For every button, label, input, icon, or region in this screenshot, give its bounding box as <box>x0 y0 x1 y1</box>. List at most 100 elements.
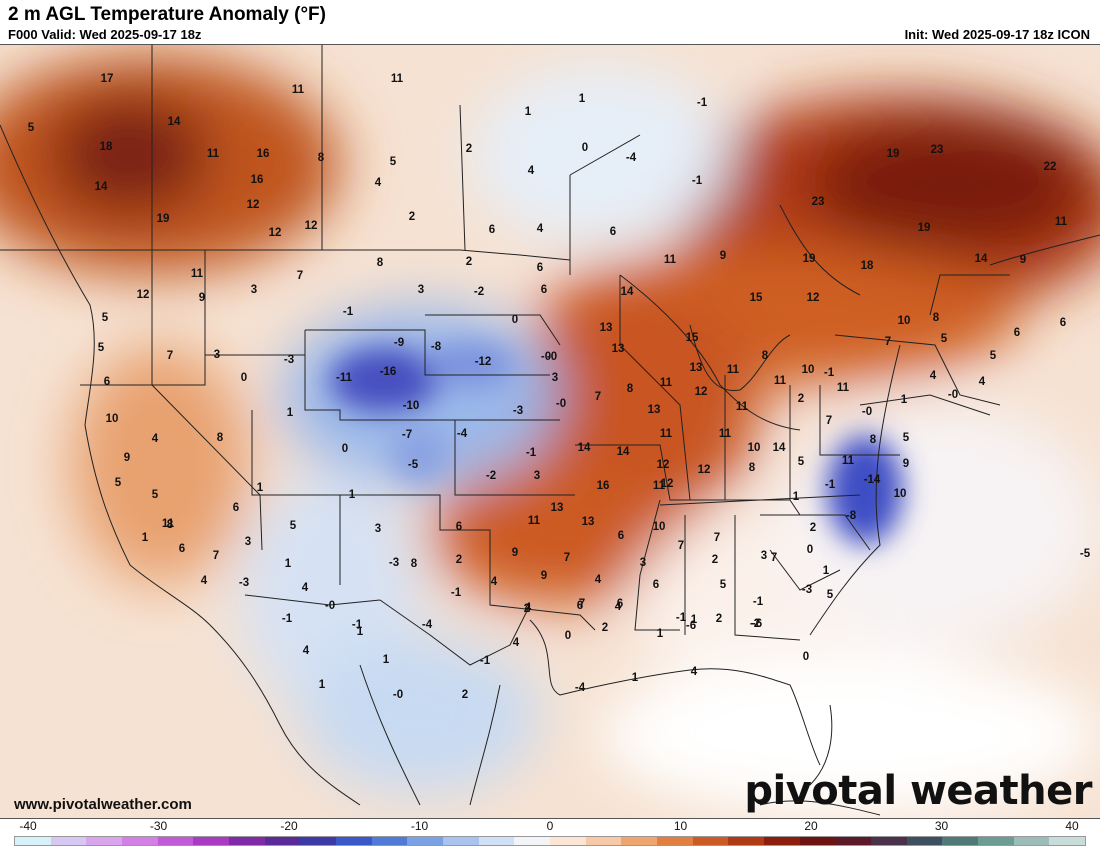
anomaly-value-label: 11 <box>774 375 787 387</box>
anomaly-value-label: 9 <box>124 452 130 464</box>
colorbar-swatch <box>300 837 337 845</box>
anomaly-value-label: 15 <box>750 292 763 304</box>
anomaly-value-label: 19 <box>887 148 900 160</box>
init-time: Init: Wed 2025-09-17 18z ICON <box>904 27 1090 42</box>
anomaly-value-label: 8 <box>933 312 940 324</box>
anomaly-value-label: 4 <box>595 574 602 586</box>
anomaly-value-label: 5 <box>941 333 948 345</box>
anomaly-value-label: 3 <box>552 372 558 384</box>
anomaly-value-label: 7 <box>678 540 684 552</box>
anomaly-value-label: 7 <box>213 550 219 562</box>
colorbar-tick-label: -20 <box>280 819 298 833</box>
anomaly-value-label: 2 <box>409 211 415 223</box>
anomaly-value-label: 4 <box>513 637 520 649</box>
anomaly-value-label: 8 <box>627 383 634 395</box>
anomaly-value-label: -1 <box>692 175 703 187</box>
anomaly-value-label: 4 <box>303 645 310 657</box>
anomaly-value-label: -5 <box>1080 548 1091 560</box>
anomaly-value-label: 9 <box>720 250 726 262</box>
anomaly-value-label: -0 <box>547 351 557 363</box>
anomaly-value-label: -2 <box>474 286 484 298</box>
anomaly-value-label: 11 <box>162 518 175 530</box>
anomaly-value-label: 3 <box>761 550 767 562</box>
colorbar-swatch <box>86 837 123 845</box>
anomaly-value-label: -1 <box>526 447 537 459</box>
anomaly-value-label: 2 <box>466 143 472 155</box>
anomaly-value-label: 8 <box>411 558 418 570</box>
anomaly-value-label: 11 <box>660 428 673 440</box>
anomaly-value-label: 4 <box>537 223 544 235</box>
anomaly-value-label: 9 <box>512 547 518 559</box>
colorbar <box>14 836 1086 846</box>
anomaly-value-label: 8 <box>377 257 384 269</box>
colorbar-swatch <box>906 837 943 845</box>
colorbar-swatch <box>692 837 729 845</box>
anomaly-value-label: 12 <box>137 289 150 301</box>
anomaly-value-label: 6 <box>233 502 239 514</box>
anomaly-value-label: -1 <box>825 479 836 491</box>
anomaly-value-label: -2 <box>750 618 760 630</box>
anomaly-value-label: 2 <box>716 613 722 625</box>
anomaly-value-label: -0 <box>393 689 403 701</box>
anomaly-value-label: 10 <box>653 521 666 533</box>
anomaly-value-label: 11 <box>842 455 855 467</box>
anomaly-value-label: -4 <box>626 152 637 164</box>
anomaly-map[interactable]: 17 11 11 14 5 18 11 16 8 5 16 14 4 12 19 12 12 2 1 1 0 -4 -1 2 4… <box>0 44 1100 819</box>
anomaly-value-label: 11 <box>391 73 404 85</box>
anomaly-value-label: 11 <box>719 428 732 440</box>
anomaly-value-label: 11 <box>664 254 677 266</box>
anomaly-value-label: 5 <box>152 489 159 501</box>
colorbar-swatch <box>336 837 372 845</box>
anomaly-value-label: 1 <box>349 489 356 501</box>
anomaly-value-label: 5 <box>102 312 109 324</box>
anomaly-value-label: 4 <box>152 433 159 445</box>
anomaly-value-label: 22 <box>1044 161 1057 173</box>
anomaly-value-label: 6 <box>610 226 616 238</box>
anomaly-value-label: -6 <box>686 620 696 632</box>
colorbar-swatch <box>728 837 765 845</box>
anomaly-value-label: 6 <box>104 376 110 388</box>
anomaly-value-label: 11 <box>660 377 673 389</box>
anomaly-value-label: 16 <box>257 148 270 160</box>
colorbar-tick-label: 10 <box>673 819 688 833</box>
colorbar-swatch <box>835 837 872 845</box>
anomaly-value-label: 18 <box>861 260 874 272</box>
anomaly-value-label: 10 <box>894 488 907 500</box>
anomaly-value-label: 13 <box>690 362 703 374</box>
anomaly-value-label: 1 <box>632 672 639 684</box>
colorbar-swatch <box>978 837 1014 845</box>
anomaly-value-label: 10 <box>802 364 815 376</box>
anomaly-value-label: 2 <box>466 256 472 268</box>
anomaly-value-label: 1 <box>257 482 264 494</box>
anomaly-value-label: 9 <box>199 292 205 304</box>
site-url[interactable]: www.pivotalweather.com <box>14 796 192 813</box>
colorbar-swatch <box>764 837 800 845</box>
anomaly-value-label: 5 <box>115 477 122 489</box>
colorbar-swatch <box>942 837 979 845</box>
anomaly-value-label: 1 <box>525 106 532 118</box>
anomaly-value-label: -3 <box>284 354 294 366</box>
anomaly-value-label: 19 <box>918 222 931 234</box>
anomaly-value-label: 0 <box>582 142 588 154</box>
colorbar-swatch <box>229 837 265 845</box>
anomaly-value-label: 11 <box>653 480 666 492</box>
anomaly-value-label: 5 <box>98 342 105 354</box>
anomaly-value-label: 7 <box>714 532 720 544</box>
anomaly-value-label: 9 <box>1020 254 1026 266</box>
anomaly-value-label: 3 <box>251 284 257 296</box>
anomaly-value-label: 3 <box>418 284 424 296</box>
anomaly-value-label: 12 <box>657 459 670 471</box>
anomaly-value-label: 0 <box>803 651 809 663</box>
anomaly-value-label: 5 <box>990 350 997 362</box>
anomaly-value-label: 7 <box>595 391 601 403</box>
anomaly-value-label: 4 <box>930 370 937 382</box>
anomaly-value-label: 7 <box>564 552 570 564</box>
colorbar-tick-label: -10 <box>410 819 429 833</box>
anomaly-value-label: -0 <box>325 600 335 612</box>
colorbar-swatch <box>1049 837 1086 845</box>
anomaly-value-label: 4 <box>615 601 622 613</box>
anomaly-value-label: 2 <box>524 603 530 615</box>
anomaly-value-label: 1 <box>142 532 149 544</box>
colorbar-swatch <box>50 837 87 845</box>
